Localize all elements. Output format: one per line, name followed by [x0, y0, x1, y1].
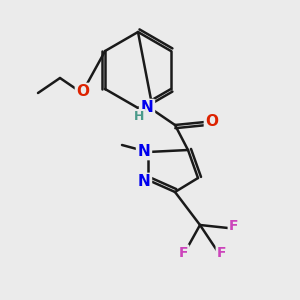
Text: N: N	[141, 100, 153, 116]
Text: O: O	[76, 85, 89, 100]
Text: O: O	[206, 113, 218, 128]
Text: N: N	[138, 175, 150, 190]
Text: F: F	[229, 219, 239, 233]
Text: H: H	[134, 110, 144, 124]
Text: F: F	[217, 246, 227, 260]
Text: F: F	[178, 246, 188, 260]
Text: N: N	[138, 143, 150, 158]
